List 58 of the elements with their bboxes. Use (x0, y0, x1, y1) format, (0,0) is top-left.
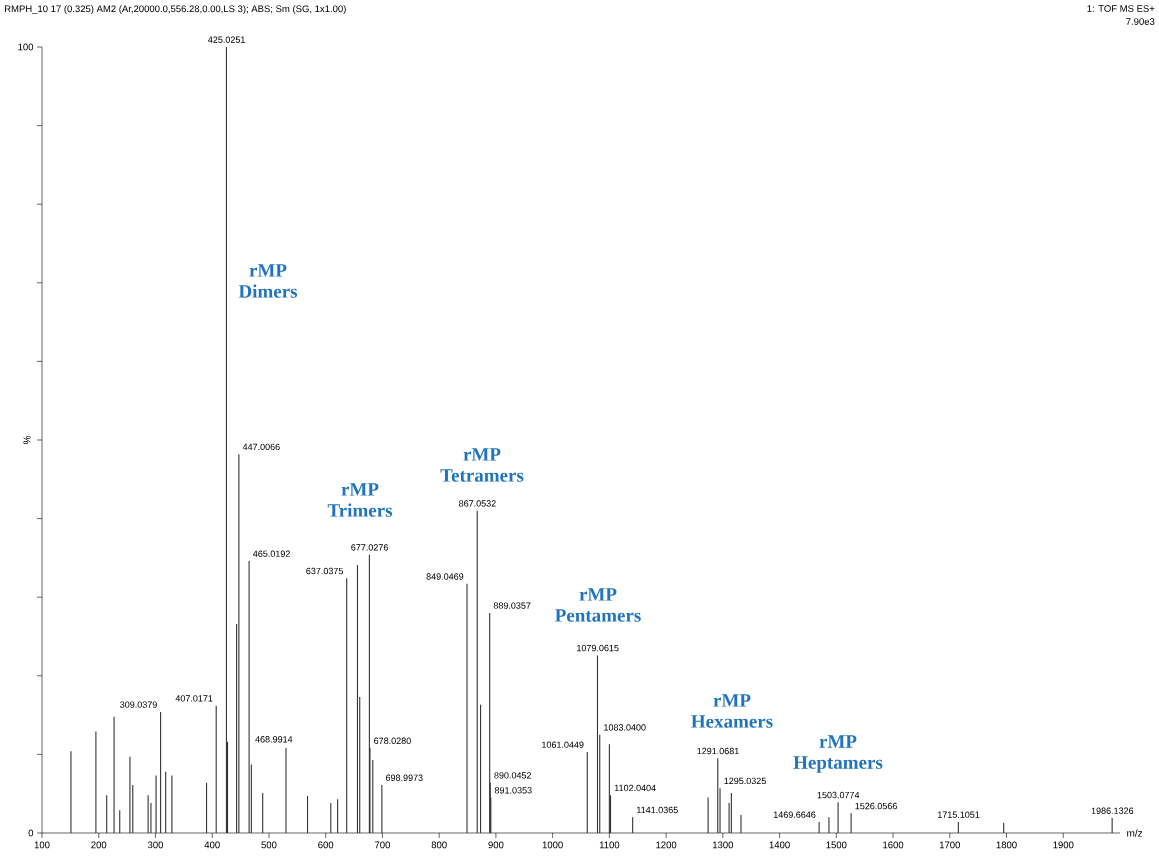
annotation: 698.9973 (386, 774, 423, 781)
annotation: 407.0171 (175, 695, 213, 702)
annotation: 1061.0449 (542, 741, 584, 748)
annotation: 891.0353 (494, 787, 532, 794)
x-tick-label: 800 (431, 841, 447, 849)
annotation: rMP Tetramers (440, 448, 524, 482)
annotation: 867.0532 (459, 500, 496, 507)
annotation: 447.0066 (242, 443, 280, 451)
annotation: 849.0469 (426, 573, 464, 580)
annotation: 1102.0404 (614, 784, 656, 792)
annotation: rMP Pentamers (555, 588, 641, 622)
annotation: 468.9914 (255, 736, 293, 743)
y-axis-title: % (23, 435, 31, 445)
x-tick-label: 1100 (599, 841, 620, 849)
x-tick-label: 1600 (883, 841, 904, 849)
annotation: rMP Dimers (238, 264, 298, 298)
annotation: 1295.0325 (724, 777, 766, 785)
annotation: 1503.0774 (817, 791, 860, 799)
annotation: 1141.0365 (637, 806, 678, 814)
x-tick-label: 1500 (826, 841, 847, 849)
x-tick-label: 400 (204, 841, 220, 849)
annotation: 425.0251 (208, 36, 245, 43)
x-tick-label: 500 (261, 841, 277, 849)
annotation: 309.0379 (120, 701, 157, 708)
annotation: 1291.0681 (697, 747, 739, 755)
x-tick-label: 1900 (1053, 841, 1074, 849)
annotation: 1083.0400 (604, 724, 646, 731)
annotation: 890.0452 (494, 772, 532, 779)
x-tick-label: 1700 (939, 841, 960, 849)
annotation: 637.0375 (306, 567, 344, 575)
x-axis-title: m/z (1127, 829, 1143, 837)
annotation: 889.0357 (493, 602, 531, 609)
annotation: 1986.1326 (1091, 807, 1134, 814)
annotation: 1469.6646 (773, 811, 816, 818)
x-tick-label: 1200 (656, 841, 677, 849)
x-tick-label: 1400 (769, 841, 790, 849)
annotation: 678.0280 (374, 737, 411, 744)
x-tick-label: 900 (488, 841, 504, 849)
annotation: rMP Trimers (327, 483, 393, 517)
annotation: 1079.0615 (577, 644, 619, 652)
y-tick-label: 0 (28, 829, 34, 837)
x-tick-label: 100 (34, 841, 50, 849)
x-tick-label: 700 (374, 841, 390, 849)
annotation: rMP Hexamers (691, 694, 773, 728)
x-tick-label: 200 (91, 841, 107, 849)
chart-subtitle: 1: TOF MS ES+ (1087, 5, 1155, 12)
annotation: 1526.0566 (855, 802, 897, 810)
annotation: 1715.1051 (937, 811, 980, 818)
x-tick-label: 300 (147, 841, 164, 849)
annotation: 465.0192 (253, 550, 290, 557)
annotation: rMP Heptamers (793, 735, 883, 773)
text: 7.90e3 (1126, 18, 1155, 25)
x-tick-label: 600 (318, 841, 334, 849)
chart-title: RMPH_10 17 (0.325) AM2 (Ar,20000.0,556.28,0.00,LS 3); ABS; Sm (SG, 1x1.00) (4, 5, 346, 15)
x-tick-label: 1300 (713, 841, 734, 849)
x-tick-label: 1800 (996, 841, 1017, 849)
x-tick-label: 1000 (542, 841, 563, 849)
annotation: 677.0276 (351, 544, 388, 551)
